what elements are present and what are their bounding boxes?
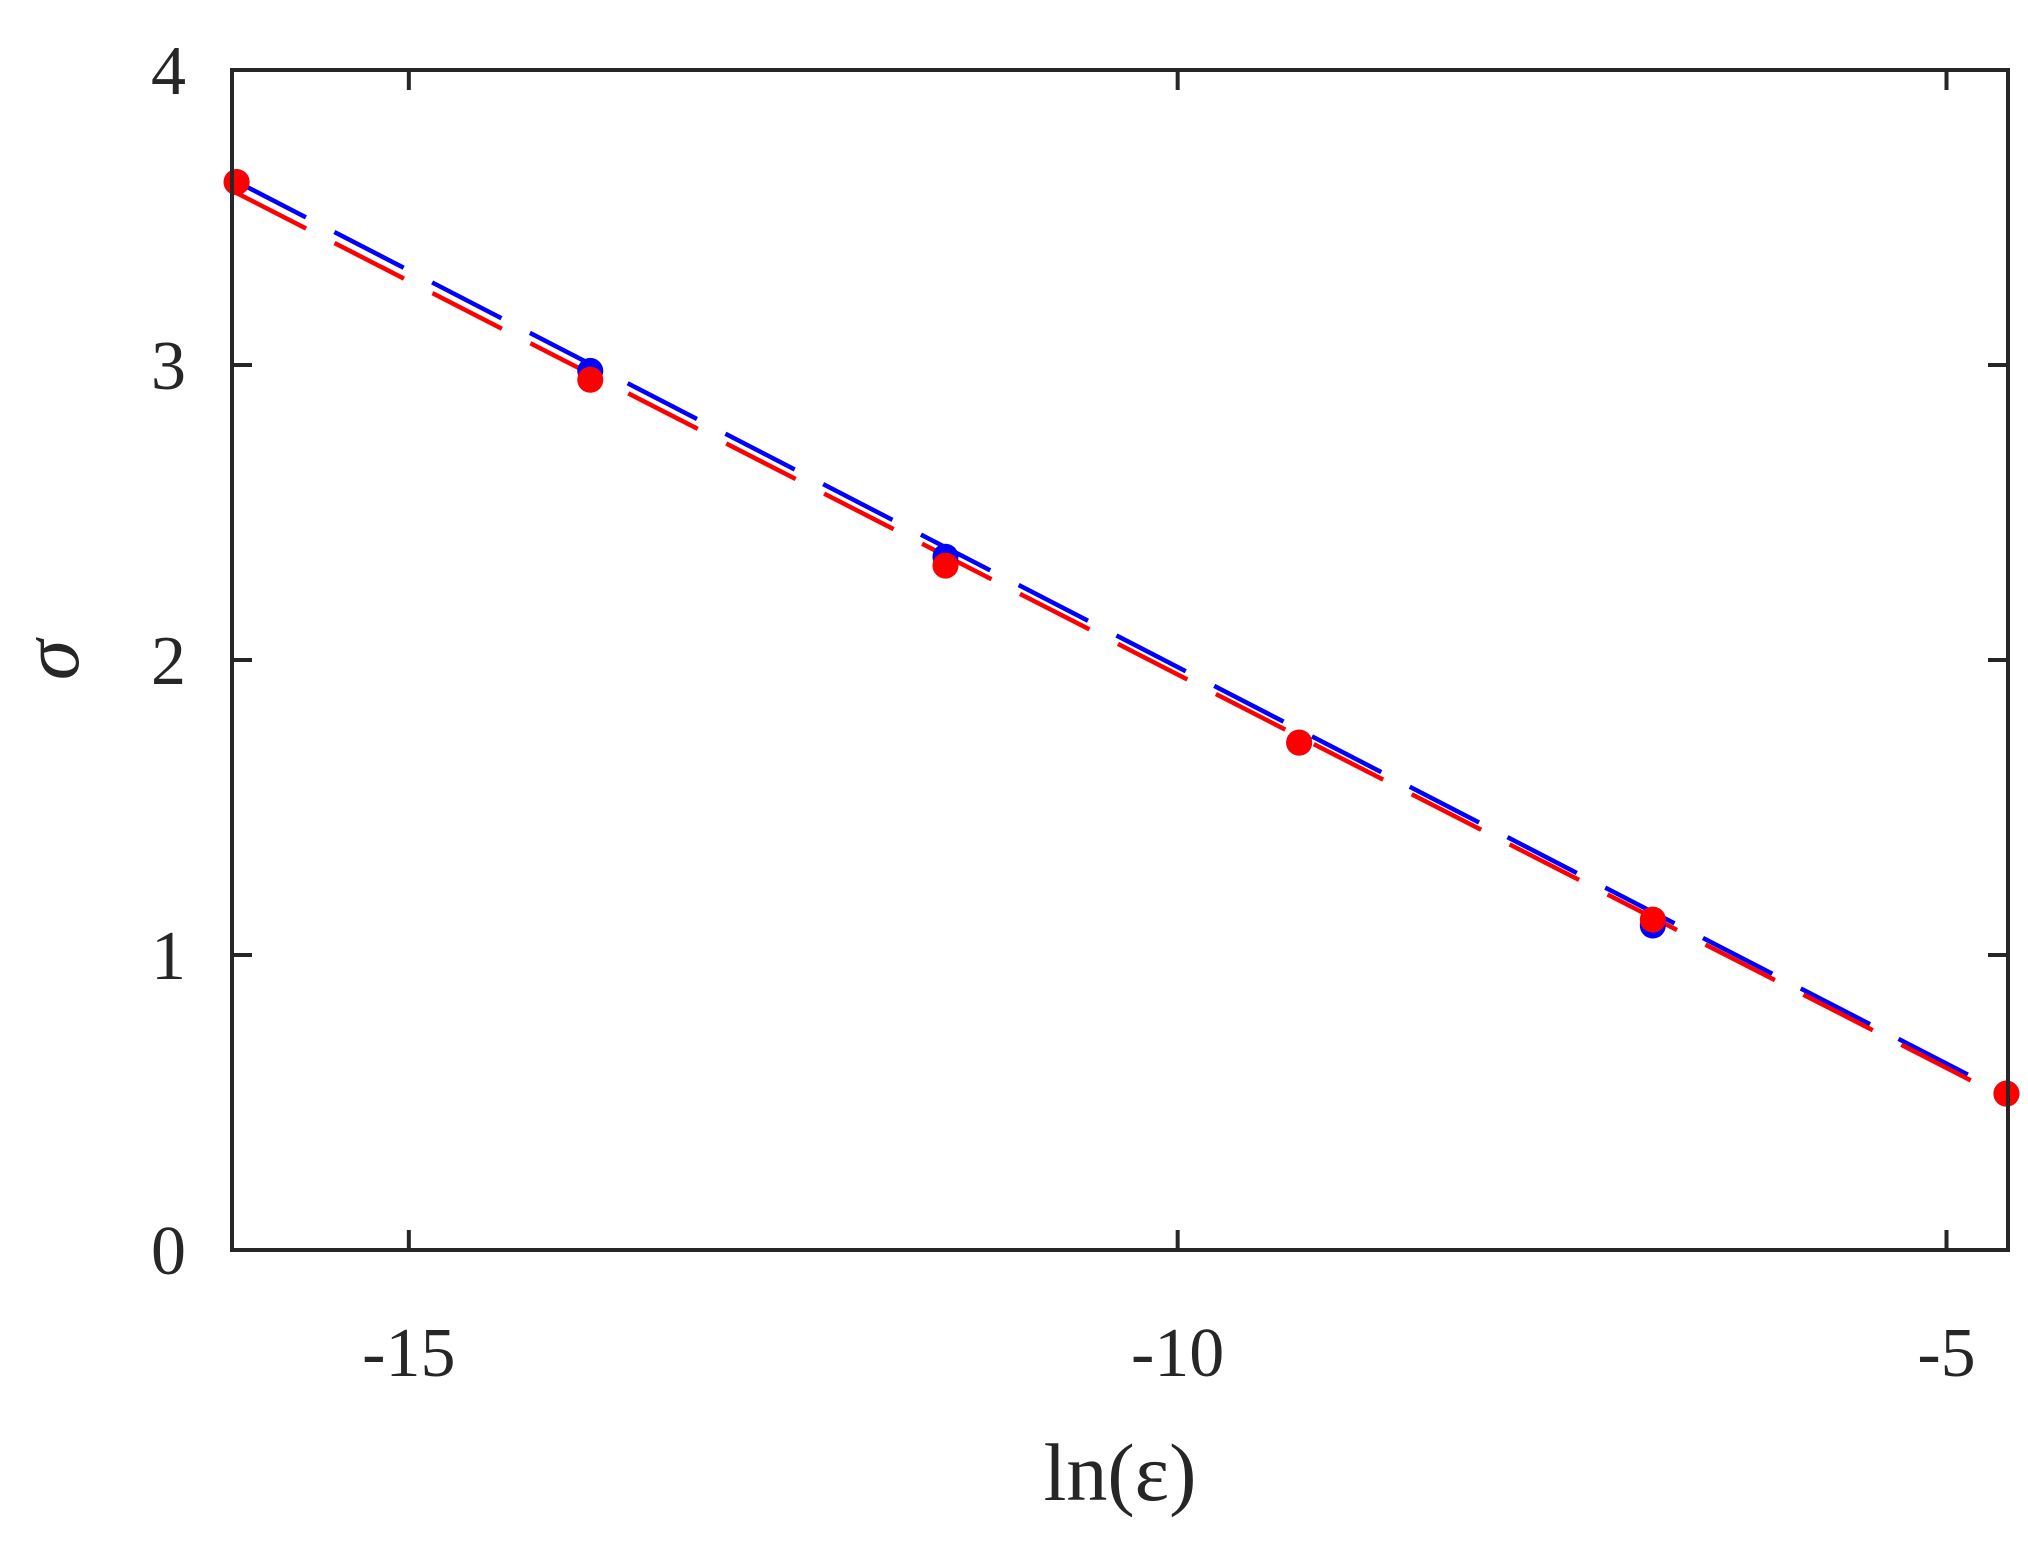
series-2-point xyxy=(577,366,604,393)
y-tick-label: 1 xyxy=(151,918,186,995)
series-2-point xyxy=(932,552,959,579)
x-axis-label: ln(ε) xyxy=(1044,1427,1197,1518)
y-tick-label: 0 xyxy=(151,1213,186,1290)
x-tick-label: -5 xyxy=(1917,1315,1975,1392)
series-layer xyxy=(223,169,2020,1107)
plot-area-frame xyxy=(230,68,2010,1252)
x-tick-label: -10 xyxy=(1131,1315,1224,1392)
x-tick-label: -15 xyxy=(362,1315,455,1392)
series-2-point xyxy=(1286,729,1313,756)
y-tick-label: 2 xyxy=(151,623,186,700)
series-2-fit-line xyxy=(235,190,2008,1101)
tick-layer: -15 -10 -5 0 1 2 3 4 xyxy=(151,33,2008,1392)
series-2-point xyxy=(1639,906,1666,933)
series-2-point xyxy=(223,169,250,196)
y-tick-label: 4 xyxy=(151,33,186,110)
y-tick-label: 3 xyxy=(151,328,186,405)
series-1-fit-line xyxy=(235,179,2008,1097)
y-axis-label: σ xyxy=(5,636,96,680)
